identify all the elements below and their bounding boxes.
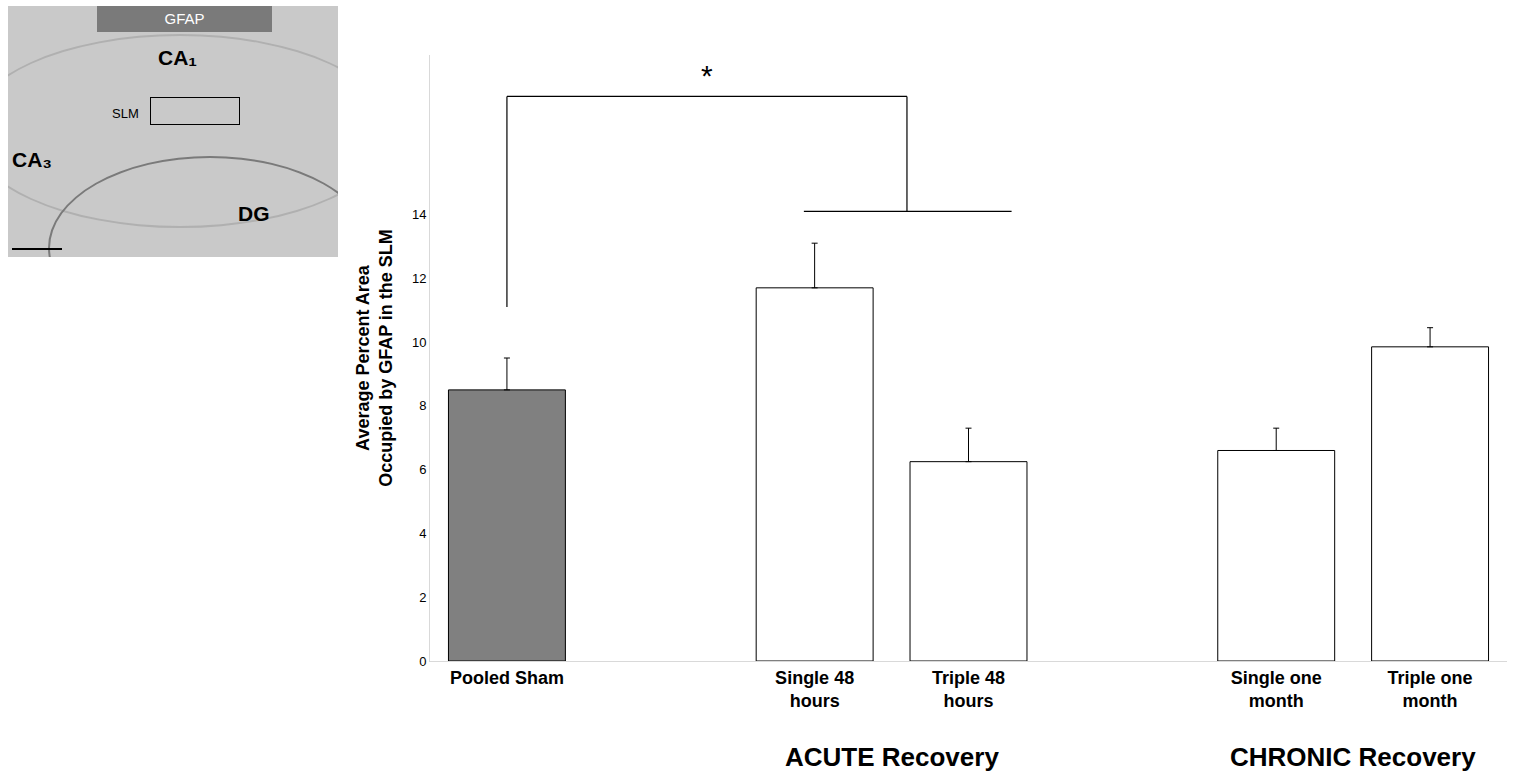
svg-text:0: 0 — [419, 654, 426, 669]
svg-text:Single 48hours: Single 48hours — [775, 668, 854, 711]
html-text:CA₁: CA₁ — [158, 46, 197, 69]
svg-text:Average Percent AreaOccupied b: Average Percent AreaOccupied by GFAP in … — [353, 229, 396, 487]
svg-text:4: 4 — [419, 526, 426, 541]
html-text:DG: DG — [238, 202, 270, 225]
svg-text:8: 8 — [419, 398, 426, 413]
svg-text:6: 6 — [419, 462, 426, 477]
svg-text:12: 12 — [412, 271, 426, 286]
svg-text:2: 2 — [419, 590, 426, 605]
svg-text:14: 14 — [412, 207, 426, 222]
svg-text:Pooled Sham: Pooled Sham — [450, 668, 564, 688]
svg-text:Triple 48hours: Triple 48hours — [932, 668, 1005, 711]
html-text:SLM: SLM — [112, 106, 139, 121]
svg-text:10: 10 — [412, 335, 426, 350]
html-text:CA₃: CA₃ — [12, 148, 52, 171]
html-text:GFAP: GFAP — [164, 10, 205, 27]
svg-text:CHRONIC Recovery: CHRONIC Recovery — [1230, 742, 1476, 772]
svg-text:Single onemonth: Single onemonth — [1231, 668, 1322, 711]
svg-text:ACUTE Recovery: ACUTE Recovery — [785, 742, 999, 772]
svg-text:Triple onemonth: Triple onemonth — [1388, 668, 1473, 711]
svg-text:*: * — [701, 59, 713, 92]
